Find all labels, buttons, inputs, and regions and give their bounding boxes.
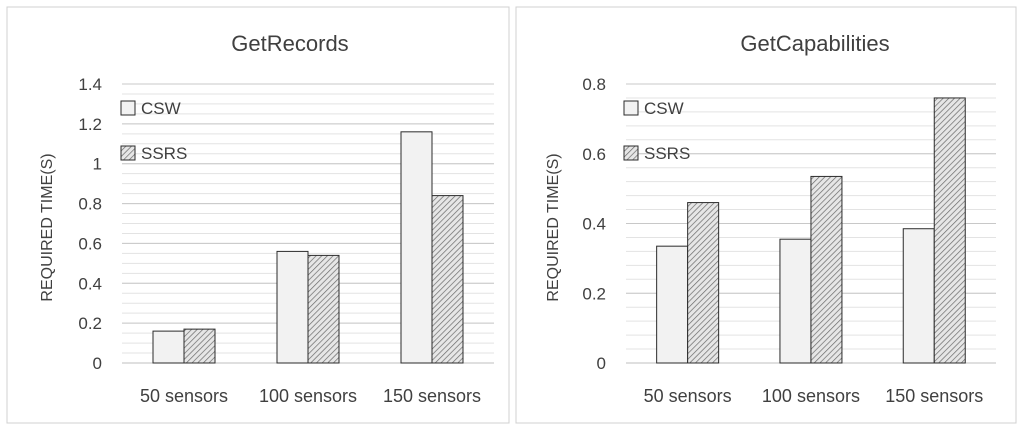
x-tick-label: 50 sensors [140, 386, 228, 406]
legend-swatch [120, 100, 136, 116]
y-tick-label: 0 [93, 354, 102, 373]
bar-csw [276, 250, 309, 364]
bar-csw [779, 238, 812, 364]
y-tick-label: 0.6 [582, 145, 606, 164]
y-axis-label: REQUIRED TIME(S) [39, 153, 56, 301]
x-tick-label: 100 sensors [762, 386, 860, 406]
y-tick-label: 0.6 [78, 234, 102, 253]
bar-csw [656, 245, 689, 364]
y-tick-label: 0.4 [78, 274, 102, 293]
chart-title: GetRecords [231, 31, 348, 56]
x-tick-label: 150 sensors [885, 386, 983, 406]
legend-label: CSW [141, 99, 181, 118]
y-tick-label: 0.8 [582, 75, 606, 94]
y-tick-label: 1 [93, 155, 102, 174]
bar-ssrs [183, 328, 216, 364]
bar-csw [400, 131, 433, 364]
bar-ssrs [933, 97, 966, 364]
y-tick-label: 0.4 [582, 215, 606, 234]
y-tick-label: 0 [597, 354, 606, 373]
bar-csw [902, 228, 935, 364]
x-tick-label: 150 sensors [383, 386, 481, 406]
legend-label: CSW [644, 99, 684, 118]
x-tick-label: 50 sensors [644, 386, 732, 406]
x-tick-label: 100 sensors [259, 386, 357, 406]
bar-ssrs [431, 195, 464, 364]
bar-csw [152, 330, 185, 364]
y-tick-label: 0.2 [78, 314, 102, 333]
legend-swatch [120, 145, 136, 161]
chart-panel-2: GetCapabilities 0 0.2 0.4 0.6 0.8 REQUIRED TIM… [515, 6, 1017, 424]
y-tick-label: 1.4 [78, 75, 102, 94]
legend-swatch [623, 100, 639, 116]
y-tick-label: 0.8 [78, 195, 102, 214]
bar-ssrs [307, 254, 340, 364]
y-axis-label: REQUIRED TIME(S) [545, 153, 562, 301]
y-tick-label: 1.2 [78, 115, 102, 134]
legend-label: SSRS [141, 144, 187, 163]
bar-ssrs [687, 202, 720, 364]
chart-title: GetCapabilities [740, 31, 889, 56]
legend-swatch [623, 145, 639, 161]
chart-panel-1: GetRecords 0 0.2 0.4 0.6 0.8 1 1.2 1.4 REQUIRED T… [6, 6, 510, 424]
bar-ssrs [810, 175, 843, 364]
legend-label: SSRS [644, 144, 690, 163]
y-tick-label: 0.2 [582, 284, 606, 303]
